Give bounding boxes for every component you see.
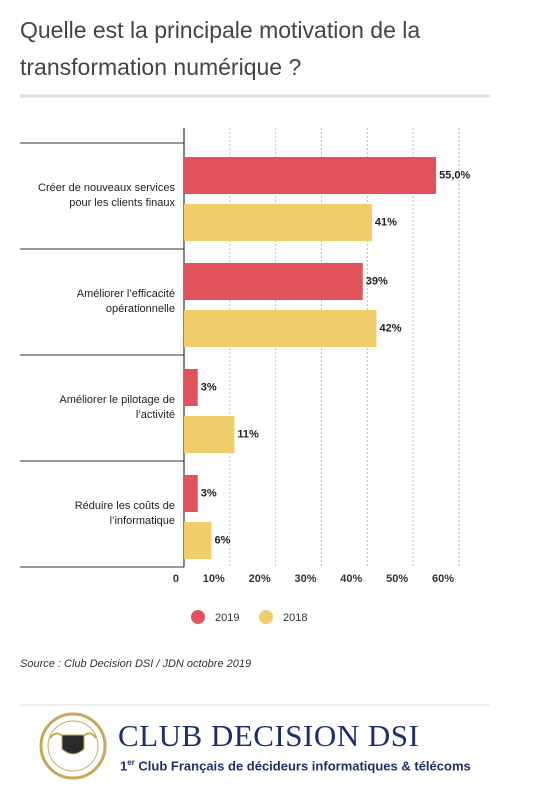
bar	[184, 263, 363, 300]
bar	[184, 475, 198, 512]
value-label: 41%	[375, 216, 397, 228]
x-tick-label: 40%	[340, 573, 362, 585]
x-tick-label: 60%	[432, 573, 454, 585]
x-tick-label: 10%	[203, 573, 225, 585]
tagline: 1er Club Français de décideurs informati…	[120, 758, 471, 773]
bar	[184, 310, 377, 347]
value-label: 55,0%	[439, 169, 470, 181]
value-label: 3%	[201, 381, 217, 393]
value-label: 11%	[237, 428, 259, 440]
value-label: 42%	[380, 322, 402, 334]
ordinal-suffix: er	[127, 758, 135, 767]
bar	[184, 416, 235, 453]
category-label: Améliorer l’efficacité opérationnelle	[76, 288, 175, 315]
category-label: Améliorer le pilotage de l’activité	[59, 394, 175, 421]
tagline-text: Club Français de décideurs informatiques…	[138, 758, 471, 774]
bar	[184, 157, 437, 194]
x-tick-label: 50%	[386, 573, 408, 585]
value-label: 6%	[215, 534, 231, 546]
bar	[184, 204, 372, 241]
value-label: 3%	[201, 487, 217, 499]
bar	[184, 369, 198, 406]
legend-swatch	[191, 610, 205, 624]
x-tick-label: 20%	[249, 573, 271, 585]
bar	[184, 522, 212, 559]
chart-title: Quelle est la principale motivation de l…	[20, 17, 421, 80]
x-tick-label: 30%	[294, 573, 316, 585]
brand-name: CLUB DECISION DSI	[118, 718, 420, 753]
source-note: Source : Club Decision DSI / JDN octobre…	[20, 658, 252, 670]
legend-label: 2018	[283, 612, 307, 624]
value-label: 39%	[366, 275, 388, 287]
category-label: Réduire les coûts de l’informatique	[74, 500, 175, 527]
legend-swatch	[259, 610, 273, 624]
logo-emblem	[39, 712, 107, 780]
legend-label: 2019	[215, 612, 239, 624]
ordinal: 1	[120, 758, 128, 774]
x-tick-label: 0	[173, 573, 179, 585]
category-label: Créer de nouveaux services pour les clie…	[38, 182, 175, 209]
